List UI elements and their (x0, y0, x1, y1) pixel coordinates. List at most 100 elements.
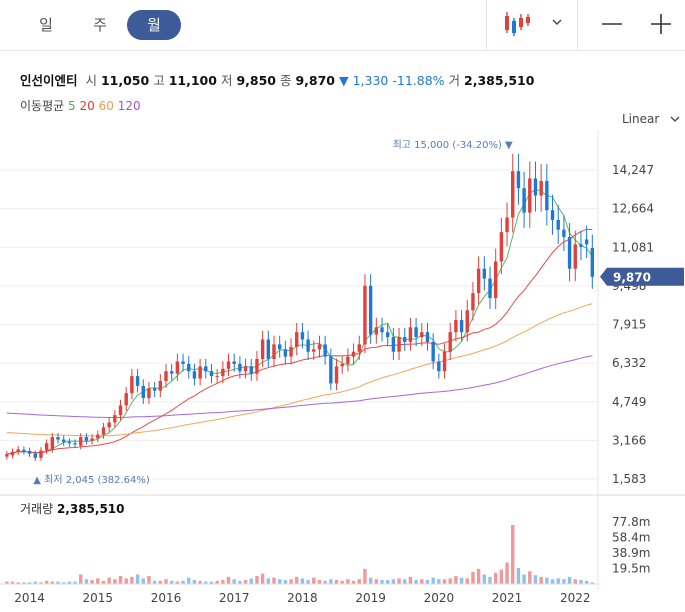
volume-bar (124, 578, 128, 584)
volume-bar (465, 578, 469, 584)
volume-bar (266, 578, 271, 584)
volume-bar (147, 576, 151, 584)
volume-bar (533, 575, 538, 584)
candle-body (420, 332, 424, 338)
volume-bar (351, 580, 356, 584)
candlestick-icon (505, 12, 530, 36)
volume-bar (437, 579, 441, 584)
candle-body (215, 376, 219, 378)
candle-body (124, 393, 128, 406)
candle-body (113, 415, 117, 423)
candle-body (158, 380, 163, 391)
candle-body (209, 371, 214, 377)
ma-20-line (6, 228, 593, 455)
volume-bar (420, 579, 424, 584)
chevron-down-icon (552, 19, 562, 25)
candle-body (442, 351, 447, 372)
moving-average-legend[interactable]: 이동평균 5 20 60 120 (20, 97, 141, 114)
candle-body (482, 268, 487, 279)
volume-bar (488, 576, 492, 584)
low-label: 저 (220, 73, 233, 88)
volume-bar (10, 581, 15, 584)
volume-bar (277, 579, 282, 584)
candle-body (289, 346, 293, 357)
candle-body (204, 366, 208, 372)
volume-bar (408, 576, 413, 584)
candle-body (329, 356, 333, 384)
volume-bar (300, 578, 305, 584)
volume-bar (67, 581, 72, 584)
period-tab-month[interactable]: 월 (127, 10, 181, 40)
volume-bar (556, 578, 560, 584)
volume-bar (505, 562, 509, 584)
volume-panel-value: 2,385,510 (57, 502, 125, 516)
volume-bar (50, 581, 55, 584)
candle-body (431, 341, 435, 362)
zoom-out-icon[interactable] (598, 10, 626, 38)
year-label: 2019 (355, 591, 386, 605)
volume-bar (459, 577, 464, 584)
volume-bar (243, 580, 248, 584)
year-label: 2020 (424, 591, 455, 605)
volume-bar (329, 579, 333, 584)
last-price-badge (600, 267, 684, 286)
scale-dropdown[interactable]: Linear (622, 112, 681, 126)
candle-body (300, 332, 305, 340)
candle-body (272, 344, 276, 360)
candle-body (39, 450, 43, 458)
year-label: 2022 (560, 591, 591, 605)
candle-body (488, 278, 492, 299)
candle-body (590, 248, 595, 277)
volume-bar (209, 581, 214, 584)
volume-bar (33, 581, 37, 584)
volume-bar (164, 579, 168, 584)
candle-body (61, 439, 66, 442)
candle-body (260, 339, 265, 360)
volume-bar (374, 579, 379, 584)
candle-body (266, 339, 271, 360)
volume-bar (204, 581, 208, 584)
volume-bar (584, 580, 589, 584)
volume-bar (84, 579, 89, 584)
chevron-down-icon (670, 116, 680, 122)
volume-bar (476, 568, 481, 584)
candle-body (476, 268, 481, 294)
price-tick-label: 12,664 (612, 202, 654, 216)
grid-lines (0, 130, 685, 590)
volume-bar (158, 580, 163, 584)
period-tab-week[interactable]: 주 (93, 16, 107, 34)
candle-body (351, 351, 356, 357)
period-tab-day[interactable]: 일 (39, 16, 53, 34)
volume-bar (107, 577, 111, 584)
chart-type-dropdown[interactable] (486, 0, 578, 50)
volume-bar (249, 578, 253, 584)
candle-body (135, 376, 140, 386)
zoom-in-icon[interactable] (647, 10, 675, 38)
volume-bar (215, 580, 219, 584)
volume-bar (295, 576, 299, 584)
candle-body (152, 388, 157, 391)
candle-body (511, 171, 515, 218)
candle-body (346, 356, 350, 364)
candle-body (243, 366, 248, 372)
volume-bar (528, 571, 532, 584)
low-annotation: ▲ 최저 2,045 (382.64%) (33, 474, 150, 486)
candle-body (465, 310, 469, 333)
volume-bar (192, 580, 197, 584)
candle-body (232, 361, 236, 364)
candle-body (357, 344, 361, 352)
volume-bar (260, 573, 265, 584)
candle-body (79, 437, 83, 446)
candle-body (368, 285, 373, 335)
stock-name: 인선이엔티 (20, 73, 78, 88)
volume-bar (499, 569, 504, 584)
volume-bar (187, 577, 191, 584)
candle-body (181, 361, 185, 364)
volume-bar (181, 580, 185, 584)
candle-body (147, 388, 151, 399)
volume-bar (448, 578, 452, 584)
annotations: 최고 15,000 (-34.20%) ▼ ▲ 최저 2,045 (382.64%… (33, 139, 684, 486)
volume-bar (221, 580, 225, 584)
candle-body (340, 363, 344, 367)
